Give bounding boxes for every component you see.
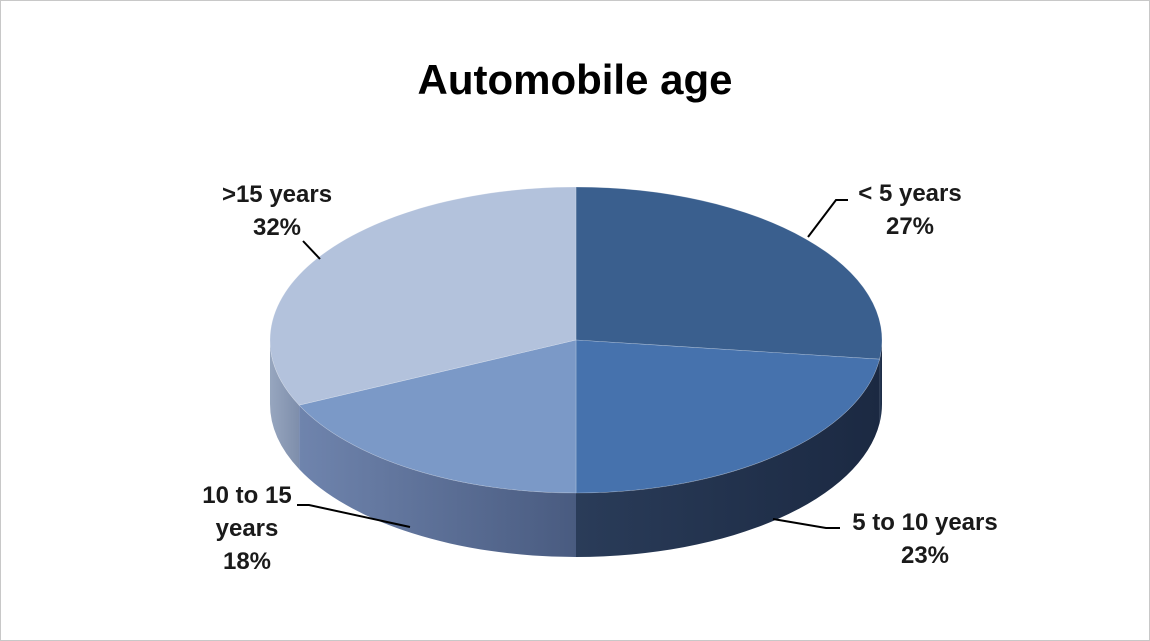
pie-slice-15-years xyxy=(269,186,577,406)
leader-line-15-years xyxy=(302,240,321,260)
data-label-value-10-to-15-years: 18% xyxy=(223,548,271,575)
pie-side-5-to-10-years xyxy=(576,359,880,557)
pie-side-15-years xyxy=(270,340,300,470)
chart-title: Automobile age xyxy=(417,56,733,103)
data-label-value-5-to-10-years: 23% xyxy=(901,542,949,569)
leader-line-5-years xyxy=(807,199,848,238)
data-label-name-5-years: < 5 years xyxy=(858,180,961,207)
pie-slice-5-to-10-years xyxy=(575,339,880,494)
leader-line-10-to-15-years xyxy=(297,504,411,528)
pie-slice-10-to-15-years xyxy=(298,339,577,494)
data-label-name-5-to-10-years: 5 to 10 years xyxy=(852,509,997,536)
data-label-name-15-years: >15 years xyxy=(222,181,332,208)
pie-side-10-to-15-years xyxy=(299,405,576,557)
pie-side-5-years xyxy=(879,340,883,424)
data-label-value-15-years: 32% xyxy=(253,214,301,241)
pie-slice-5-years xyxy=(575,186,883,360)
data-label-name-10-to-15-years: 10 to 15 xyxy=(202,482,291,509)
data-label-name-10-to-15-years: years xyxy=(216,515,279,542)
leader-line-5-to-10-years xyxy=(772,518,840,529)
data-label-value-5-years: 27% xyxy=(886,213,934,240)
